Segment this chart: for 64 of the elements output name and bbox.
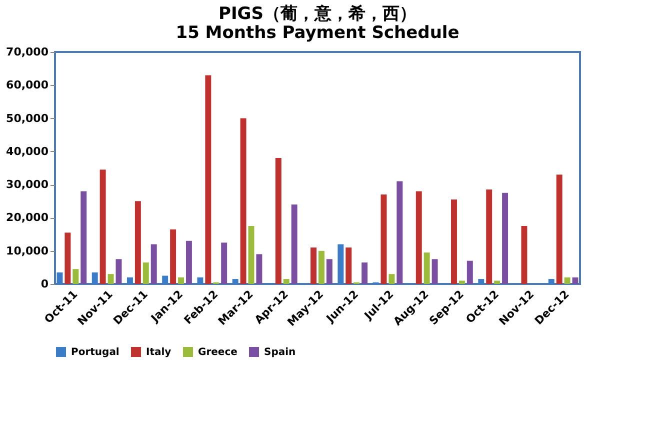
bar: [291, 204, 298, 284]
bar: [502, 192, 508, 284]
y-tick-label: 10,000: [6, 244, 49, 258]
y-tick-label: 50,000: [6, 112, 49, 125]
bar: [221, 242, 228, 284]
bar: [283, 279, 290, 284]
bar: [451, 199, 457, 284]
bar: [362, 262, 368, 284]
bar: [197, 277, 204, 284]
bar: [186, 240, 192, 284]
y-tick-label: 20,000: [6, 211, 49, 224]
bar: [56, 272, 63, 284]
bar: [318, 250, 324, 284]
bar: [275, 158, 282, 284]
bar: [466, 260, 473, 284]
bar: [80, 191, 87, 284]
bar: [240, 118, 246, 284]
bar: [248, 226, 254, 284]
bar: [72, 269, 79, 284]
y-tick-label: 0: [40, 278, 49, 290]
legend-label: Italy: [146, 347, 172, 358]
bar: [521, 226, 528, 284]
bar: [548, 279, 554, 284]
bar: [64, 232, 71, 284]
y-tick-label: 70,000: [6, 46, 49, 58]
bar: [478, 279, 484, 284]
bar: [416, 191, 422, 284]
legend-label: Greece: [198, 347, 238, 358]
bar: [116, 259, 122, 284]
y-tick-label: 60,000: [6, 78, 49, 92]
bar: [388, 274, 395, 284]
text: 15 Months Payment Schedule: [176, 23, 460, 43]
bar: [486, 190, 492, 284]
bar: [256, 254, 262, 284]
bar: [458, 280, 465, 284]
bar: [232, 279, 238, 284]
bar: [178, 277, 184, 284]
legend-label: Portugal: [71, 347, 120, 358]
bar: [142, 262, 149, 284]
y-tick-label: 40,000: [6, 144, 49, 158]
bar: [126, 277, 133, 284]
y-tick-label: 30,000: [6, 178, 49, 192]
bar: [150, 244, 157, 284]
bar: [556, 174, 562, 284]
bar: [310, 248, 317, 284]
bar: [338, 244, 344, 284]
bar: [380, 194, 387, 284]
bar: [205, 75, 212, 284]
legend-label: Spain: [264, 347, 296, 358]
bar: [424, 252, 430, 284]
bar: [170, 229, 176, 284]
bar: [346, 248, 352, 284]
bar: [396, 181, 403, 284]
bar: [162, 276, 168, 284]
bar: [494, 280, 500, 284]
bar: [108, 274, 114, 284]
bar: [326, 259, 332, 284]
text: PIGS（葡，意，希，西）: [218, 4, 416, 24]
bar: [92, 272, 98, 284]
bar: [134, 201, 141, 284]
bar: [432, 259, 438, 284]
bar: [100, 170, 106, 284]
bar: [572, 277, 578, 284]
bar: [564, 277, 570, 284]
